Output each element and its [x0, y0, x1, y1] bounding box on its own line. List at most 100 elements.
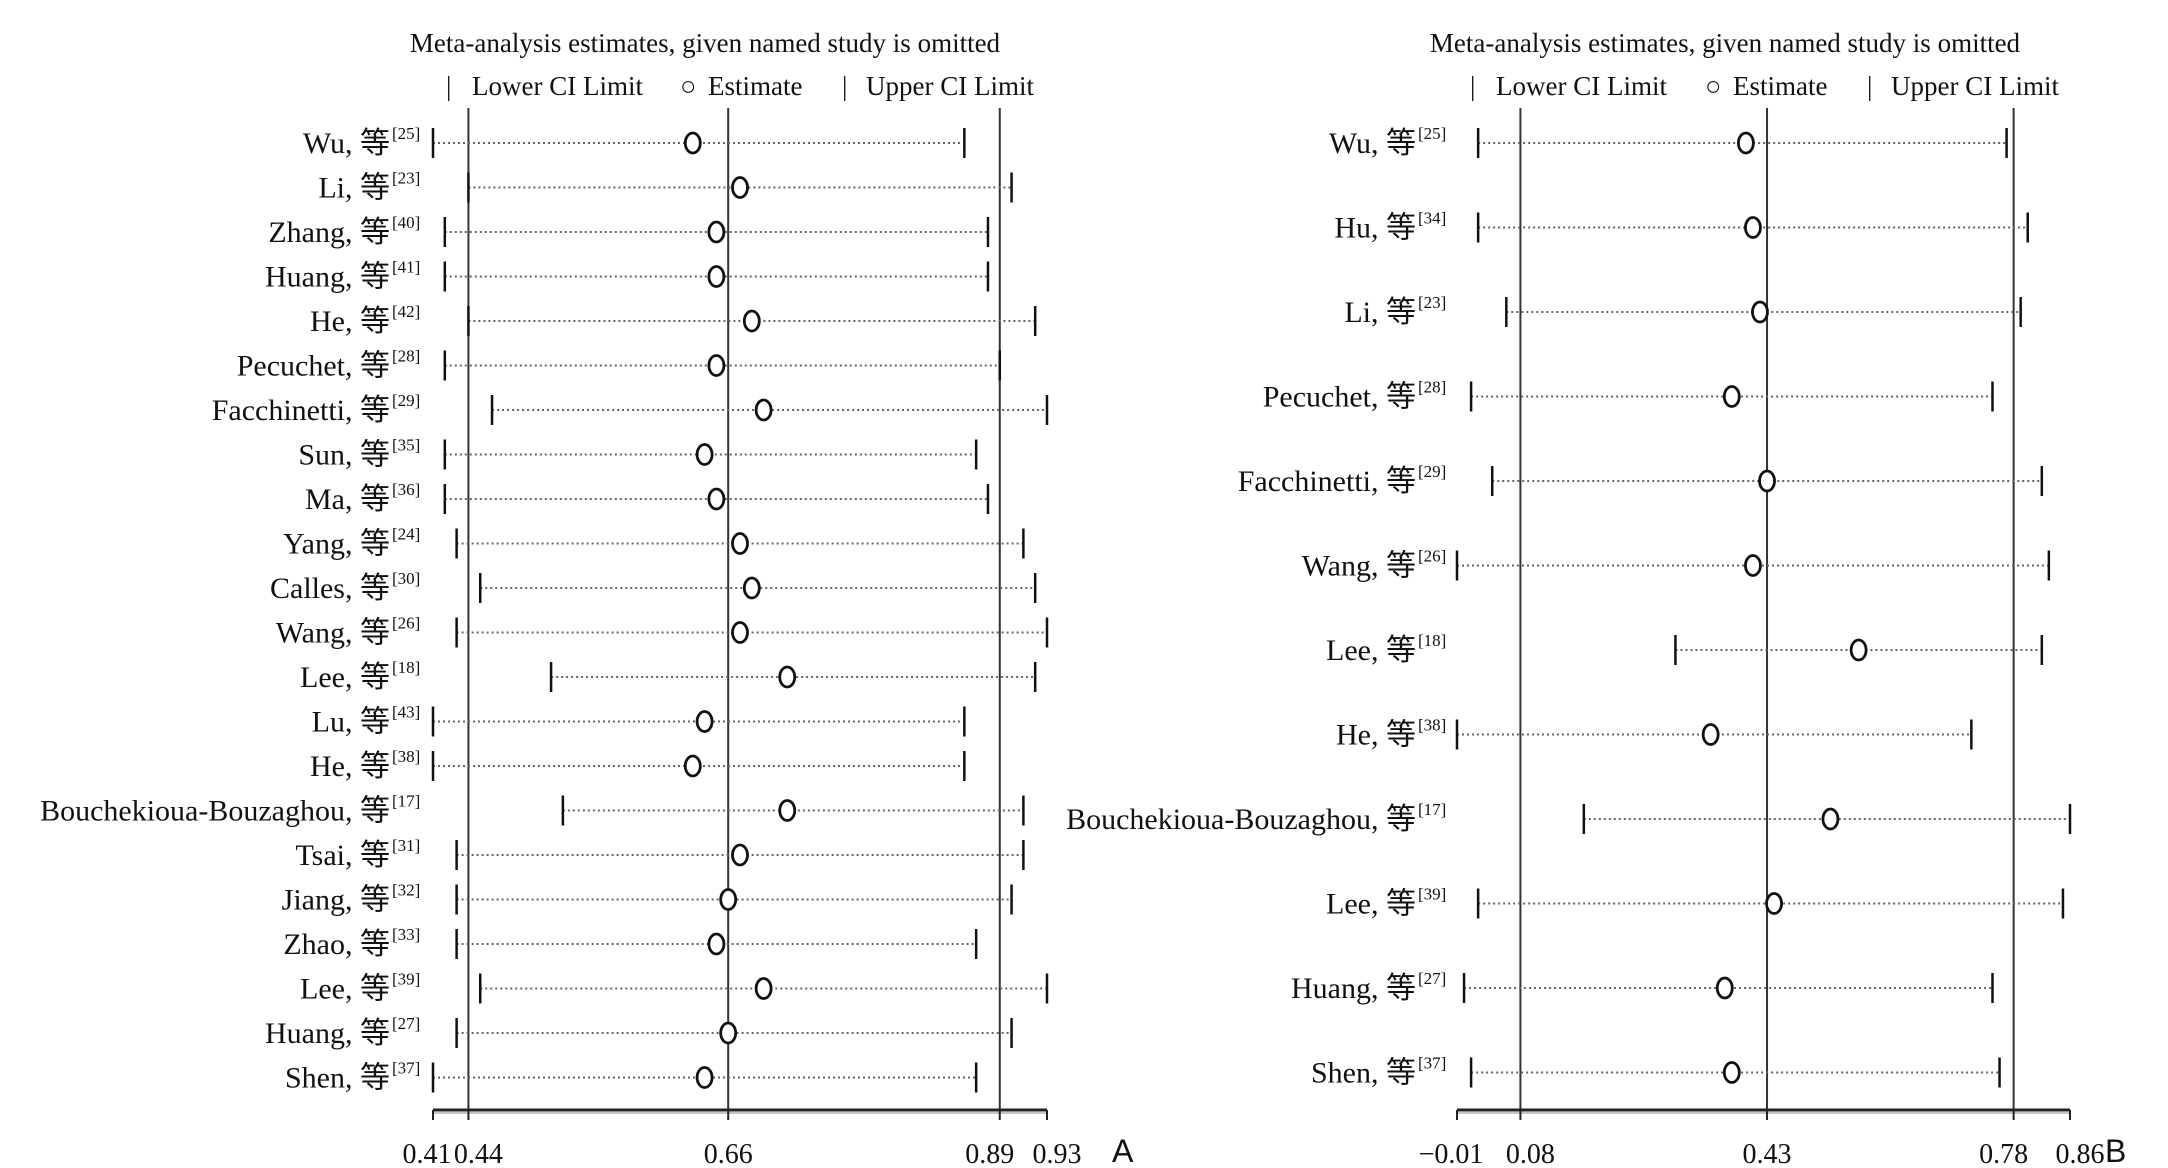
study-row: He, 等 [38] [1336, 716, 1973, 752]
study-reference: [24] [392, 525, 420, 544]
estimate-point [1821, 807, 1840, 831]
study-row: Huang, 等 [27] [1291, 969, 1994, 1005]
study-reference: [28] [1418, 378, 1446, 397]
estimate-point [695, 710, 714, 733]
study-row: Wu, 等 [25] [303, 124, 966, 160]
study-label: Wu, 等 [1329, 127, 1416, 160]
study-reference: [23] [1418, 293, 1446, 312]
study-label: Shen, 等 [285, 1062, 390, 1095]
study-label: Calles, 等 [270, 572, 390, 605]
study-reference: [18] [1418, 631, 1446, 650]
study-label: Lu, 等 [312, 706, 390, 739]
study-row: Bouchekioua-Bouzaghou, 等 [17] [40, 792, 1025, 828]
study-reference: [38] [392, 747, 420, 766]
study-row: Lee, 等 [18] [300, 658, 1037, 694]
study-row: Huang, 等 [41] [265, 258, 990, 294]
study-label: He, 等 [310, 750, 390, 783]
study-label: Ma, 等 [305, 483, 390, 516]
study-label: Bouchekioua-Bouzaghou, 等 [1066, 803, 1416, 836]
study-row: Lu, 等 [43] [312, 703, 966, 739]
estimate-point [707, 220, 726, 244]
estimate-point [719, 888, 738, 911]
study-row: Wang, 等 [26] [1302, 547, 2051, 583]
study-reference: [31] [392, 836, 420, 855]
study-reference: [26] [392, 614, 420, 633]
study-row: Lee, 等 [39] [300, 970, 1049, 1006]
estimate-point [683, 754, 702, 778]
study-row: He, 等 [42] [310, 302, 1037, 338]
study-reference: [40] [392, 213, 420, 232]
study-row: Tsai, 等 [31] [295, 836, 1025, 872]
x-tick-label: 0.89 [965, 1139, 1014, 1168]
estimate-point [1758, 469, 1776, 493]
study-reference: [38] [1418, 716, 1446, 735]
panel-a: Meta-analysis estimates, given named stu… [40, 28, 1134, 1168]
estimate-point [742, 576, 761, 600]
study-row: Lee, 等 [18] [1326, 631, 2044, 667]
x-tick-label: 0.78 [1979, 1139, 2028, 1168]
study-row: Calles, 等 [30] [270, 569, 1037, 605]
study-row: He, 等 [38] [310, 747, 966, 783]
study-label: Facchinetti, 等 [1238, 465, 1416, 498]
study-label: Pecuchet, 等 [237, 350, 390, 383]
study-reference: [43] [392, 703, 420, 722]
study-label: Hu, 等 [1334, 212, 1416, 245]
estimate-point [695, 443, 714, 466]
legend-lower-marker: | [1470, 71, 1475, 101]
estimate-point [695, 1066, 714, 1089]
study-reference: [29] [1418, 462, 1446, 481]
legend-estimate-label: Estimate [1733, 71, 1827, 101]
legend-upper-marker: | [842, 71, 847, 101]
estimate-point [1751, 300, 1769, 324]
study-label: Lee, 等 [300, 973, 390, 1006]
estimate-point [707, 932, 726, 956]
panel-b: Meta-analysis estimates, given named stu… [1066, 28, 2126, 1168]
study-label: Sun, 等 [298, 439, 390, 472]
study-row: Zhang, 等 [40] [268, 213, 990, 249]
study-label: Li, 等 [1344, 296, 1416, 329]
study-label: He, 等 [310, 305, 390, 338]
study-row: Jiang, 等 [32] [282, 881, 1013, 917]
study-reference: [39] [1418, 885, 1446, 904]
estimate-point [1736, 131, 1755, 155]
legend-lower-label: Lower CI Limit [1496, 71, 1667, 101]
study-reference: [17] [1418, 800, 1446, 819]
estimate-point [1701, 723, 1720, 746]
study-row: Pecuchet, 等 [28] [237, 347, 1002, 383]
legend-estimate-marker: ○ [680, 71, 696, 101]
estimate-point [1722, 385, 1741, 408]
x-tick-label: 0.44 [454, 1139, 503, 1168]
study-label: Li, 等 [318, 172, 390, 205]
study-reference: [42] [392, 302, 420, 321]
study-row: Lee, 等 [39] [1326, 885, 2065, 921]
estimate-point [719, 1021, 738, 1045]
legend-lower-marker: | [446, 71, 451, 101]
study-row: Zhao, 等 [33] [283, 925, 978, 961]
legend-estimate-marker: ○ [1705, 71, 1721, 101]
x-tick-label: −0.01 [1419, 1139, 1484, 1168]
study-label: Huang, 等 [265, 1017, 390, 1050]
study-row: Huang, 等 [27] [265, 1014, 1013, 1050]
study-row: Li, 等 [23] [1344, 293, 2022, 329]
legend-upper-label: Upper CI Limit [866, 71, 1034, 101]
study-label: Huang, 等 [265, 261, 390, 294]
study-reference: [28] [392, 347, 420, 366]
panel-letter: B [2105, 1133, 2126, 1168]
study-row: Hu, 等 [34] [1334, 209, 2029, 245]
study-row: Wang, 等 [26] [276, 614, 1049, 650]
x-tick-label: 0.43 [1743, 1139, 1792, 1168]
study-row: Pecuchet, 等 [28] [1263, 378, 1994, 414]
study-reference: [41] [392, 258, 420, 277]
study-label: Wang, 等 [1302, 550, 1416, 583]
estimate-point [683, 131, 702, 155]
estimate-point [1715, 976, 1734, 1000]
study-label: Lee, 等 [300, 661, 390, 694]
study-reference: [36] [392, 480, 420, 499]
study-row: Facchinetti, 等 [29] [1238, 462, 2044, 498]
estimate-point [1765, 892, 1783, 915]
estimate-point [731, 621, 749, 644]
estimate-point [754, 398, 773, 422]
study-reference: [27] [1418, 969, 1446, 988]
estimate-point [778, 665, 797, 689]
study-row: Yang, 等 [24] [283, 525, 1025, 561]
